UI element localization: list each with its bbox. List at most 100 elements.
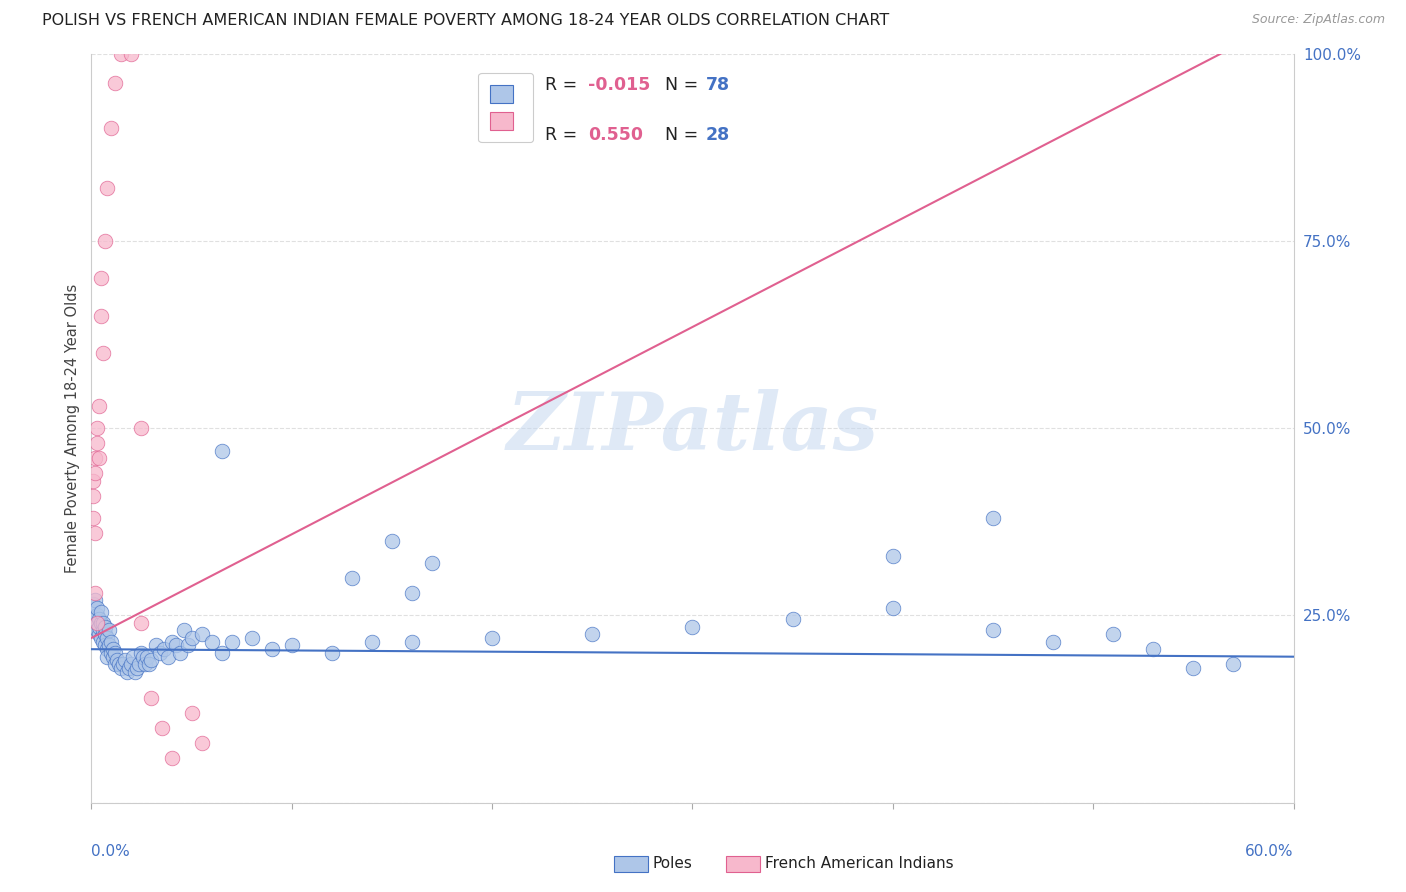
Point (981, 511, 1004, 525)
Point (148, 646, 170, 660)
Point (173, 624, 195, 638)
Point (100, 634, 122, 648)
Point (90, 309, 112, 323)
Point (98, 639, 121, 653)
Point (1102, 627, 1125, 641)
Point (131, 615, 153, 630)
Point (321, 646, 343, 660)
Point (681, 620, 703, 634)
Point (104, 657, 127, 672)
Point (89, 451, 111, 466)
FancyBboxPatch shape (725, 856, 759, 872)
Point (981, 624, 1004, 638)
Point (82, 511, 104, 525)
Point (132, 649, 155, 664)
Point (110, 661, 132, 675)
Point (141, 653, 163, 667)
Point (1142, 642, 1164, 657)
Point (190, 627, 212, 641)
Point (103, 649, 125, 664)
Point (124, 665, 146, 679)
Point (82, 489, 104, 503)
Text: 0.0%: 0.0% (91, 844, 131, 859)
Point (108, 657, 131, 672)
Point (360, 634, 382, 648)
Point (86, 615, 108, 630)
Point (176, 639, 198, 653)
Point (128, 657, 150, 672)
Text: Poles: Poles (652, 856, 693, 871)
Point (156, 649, 179, 664)
Point (381, 533, 404, 548)
Point (93, 346, 115, 360)
Point (98, 624, 121, 638)
Point (131, 421, 153, 435)
Point (882, 549, 904, 563)
Point (86, 436, 108, 450)
Point (114, 653, 136, 667)
Point (82, 597, 104, 611)
Point (110, 46, 132, 61)
Point (127, 661, 149, 675)
Point (96, 631, 118, 645)
Point (84, 593, 107, 607)
Point (131, 646, 153, 660)
Point (90, 271, 112, 285)
Point (180, 706, 202, 720)
Point (240, 631, 263, 645)
Point (84, 586, 107, 600)
Text: R =: R = (544, 76, 582, 94)
Point (340, 571, 363, 585)
Point (90, 631, 112, 645)
Point (100, 646, 122, 660)
Point (93, 634, 115, 648)
Point (84, 466, 107, 480)
Point (86, 601, 108, 615)
Point (1042, 634, 1064, 648)
Point (96, 181, 118, 195)
Point (138, 657, 160, 672)
Point (100, 121, 122, 136)
Point (169, 646, 191, 660)
Point (145, 639, 167, 653)
Text: -0.015: -0.015 (588, 76, 650, 94)
Point (160, 751, 183, 765)
Point (165, 639, 187, 653)
Text: 60.0%: 60.0% (1246, 844, 1294, 859)
Point (112, 657, 135, 672)
Point (104, 646, 127, 660)
Point (420, 556, 443, 570)
Point (121, 657, 143, 672)
Point (82, 474, 104, 488)
Point (1182, 661, 1205, 675)
Point (211, 443, 233, 458)
Point (84, 451, 107, 466)
Text: R =: R = (544, 126, 582, 145)
Point (481, 631, 503, 645)
Point (152, 642, 174, 657)
Point (103, 642, 125, 657)
Point (96, 649, 118, 664)
Point (401, 634, 423, 648)
Point (93, 615, 115, 630)
Point (84, 612, 107, 626)
Point (1222, 657, 1244, 672)
Point (89, 612, 111, 626)
Point (160, 634, 183, 648)
Point (94, 620, 117, 634)
Point (401, 586, 423, 600)
Point (180, 631, 202, 645)
Point (122, 649, 145, 664)
Point (117, 665, 139, 679)
Point (89, 399, 111, 413)
Point (94, 627, 117, 641)
Point (86, 608, 108, 623)
Point (104, 77, 127, 91)
Point (150, 721, 173, 735)
Point (882, 601, 904, 615)
Y-axis label: Female Poverty Among 18-24 Year Olds: Female Poverty Among 18-24 Year Olds (65, 284, 80, 573)
Point (211, 646, 233, 660)
Text: ZIPatlas: ZIPatlas (506, 390, 879, 467)
Point (121, 46, 143, 61)
Text: POLISH VS FRENCH AMERICAN INDIAN FEMALE POVERTY AMONG 18-24 YEAR OLDS CORRELATIO: POLISH VS FRENCH AMERICAN INDIAN FEMALE … (42, 13, 890, 29)
